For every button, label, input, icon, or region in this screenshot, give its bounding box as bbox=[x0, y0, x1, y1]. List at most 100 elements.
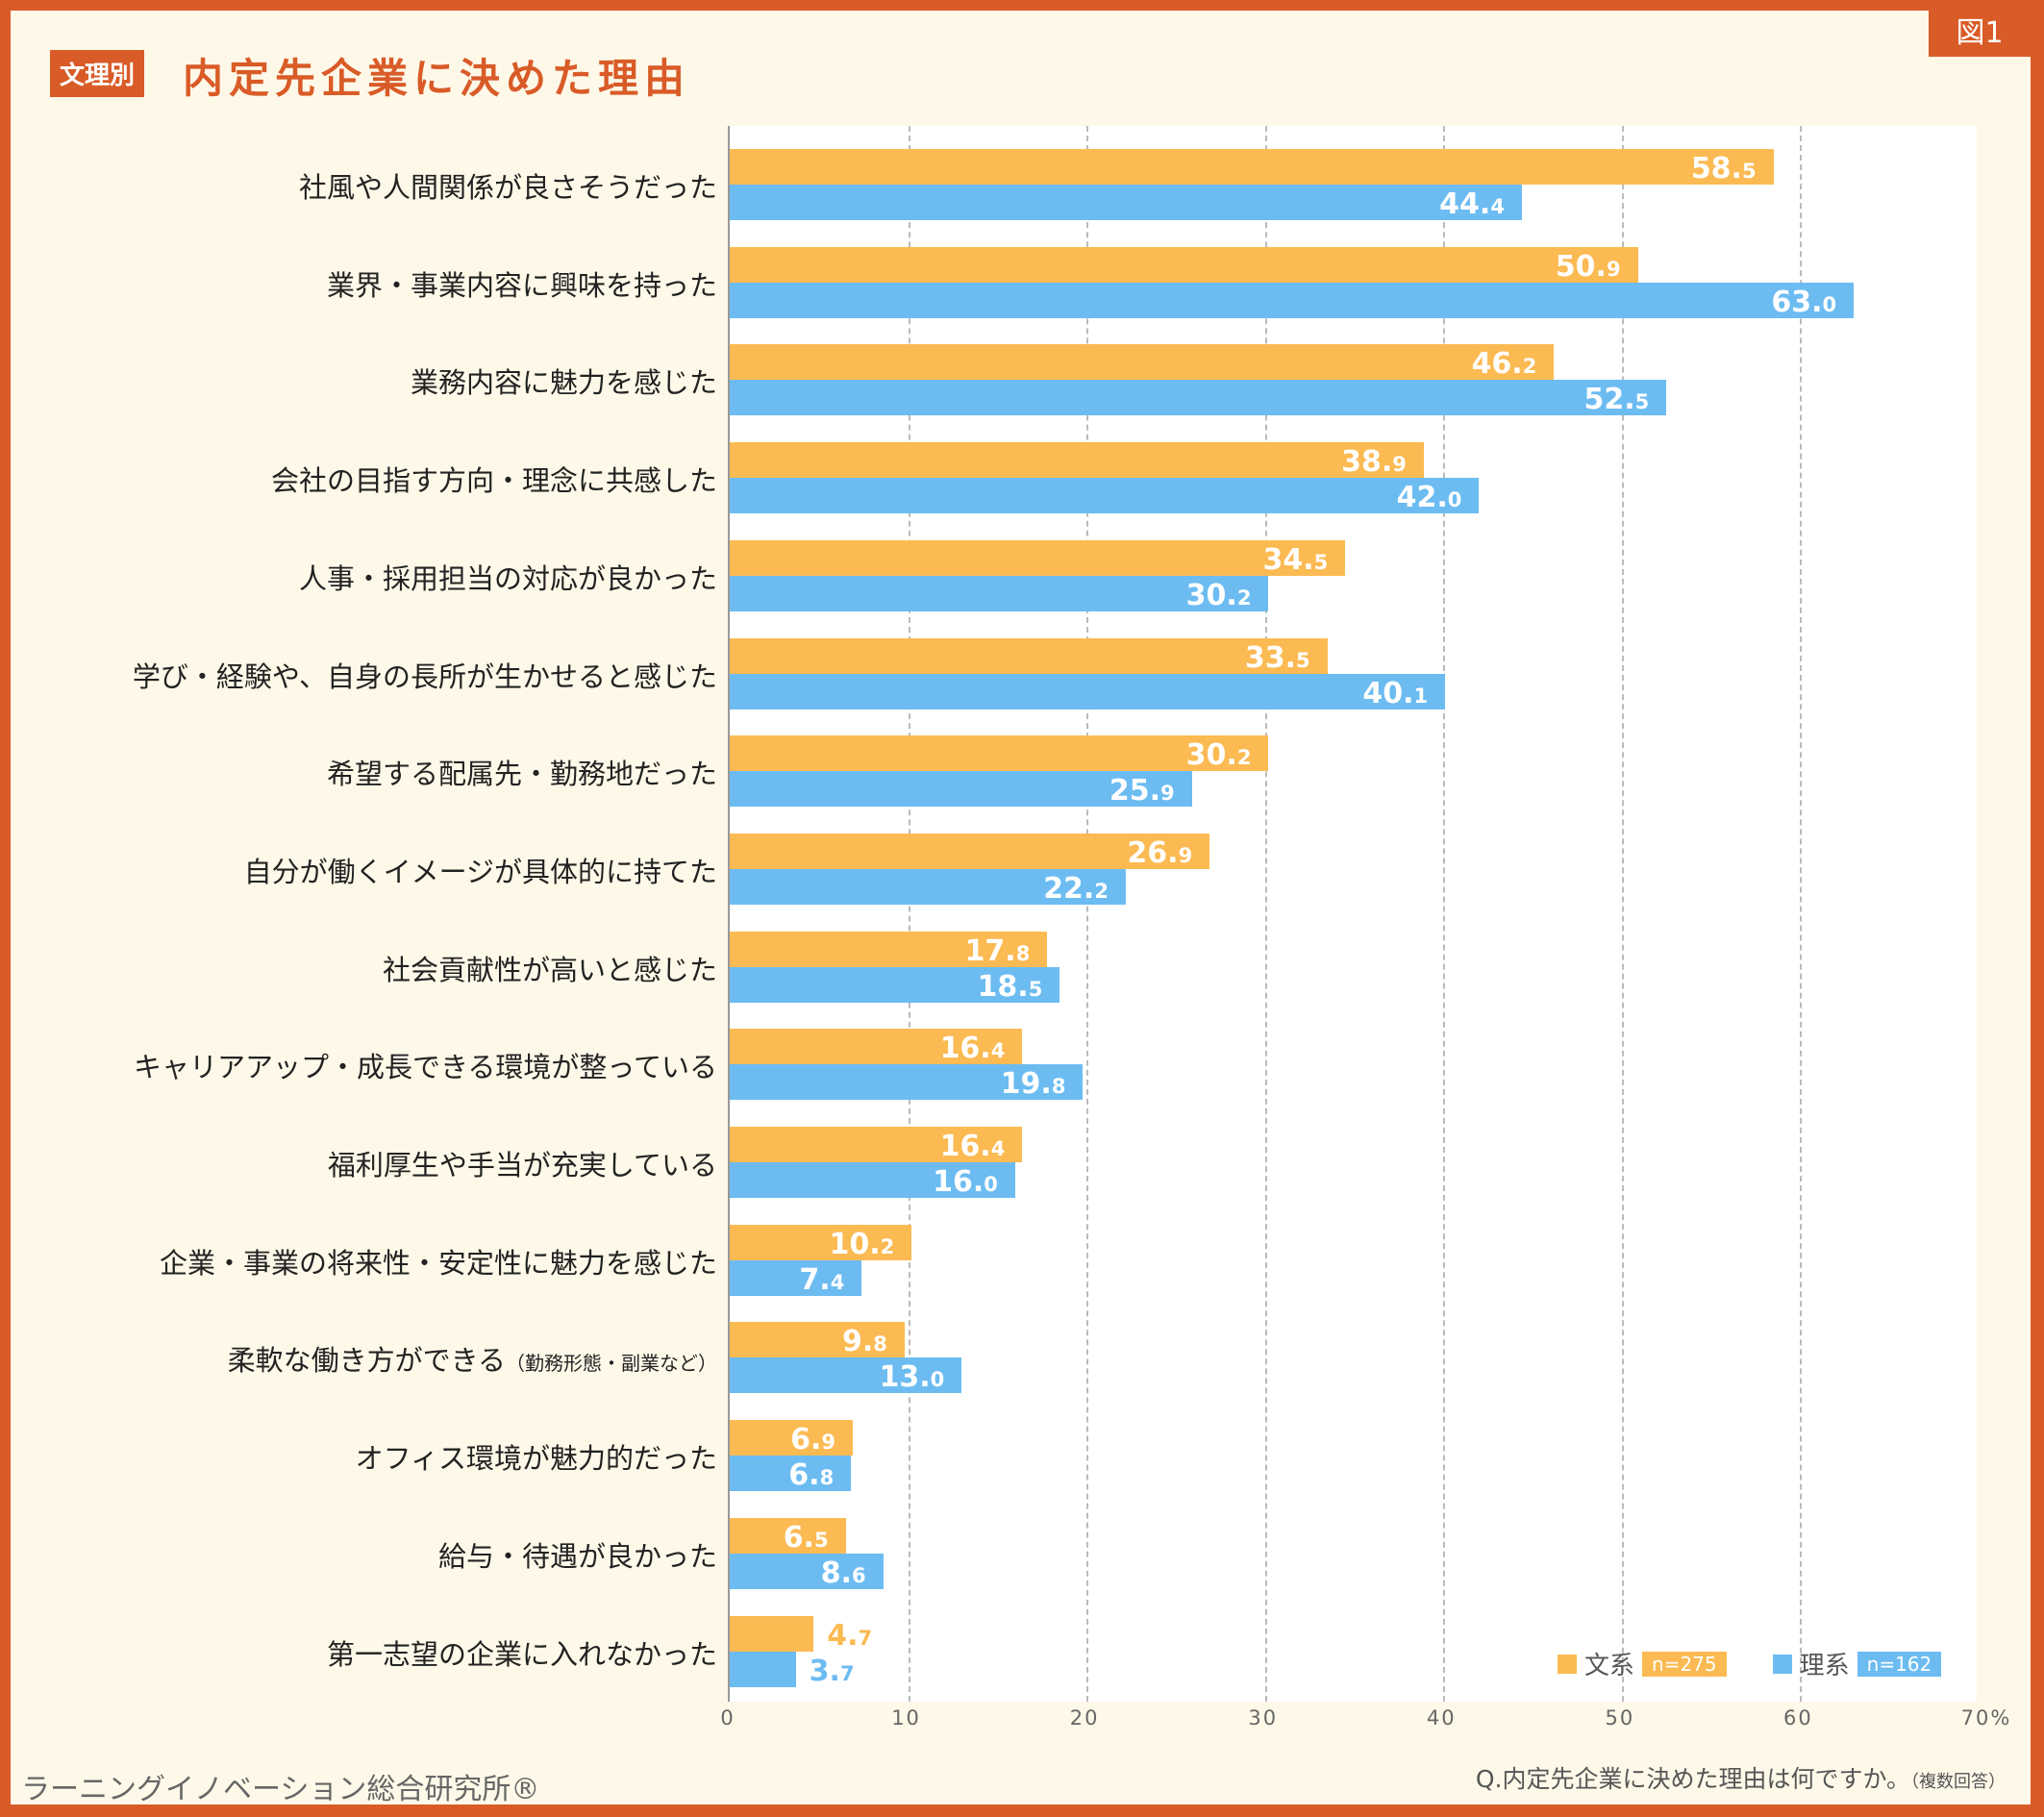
legend-swatch-rikei bbox=[1772, 1654, 1792, 1674]
category-label: 希望する配属先・勤務地だった bbox=[326, 758, 717, 791]
data-label: 10.2 bbox=[829, 1227, 895, 1261]
figure-label: 図1 bbox=[1929, 11, 2031, 57]
bar-rikei bbox=[730, 771, 1192, 808]
bar-rikei bbox=[730, 966, 1060, 1003]
data-label: 8.6 bbox=[820, 1556, 866, 1590]
bar-rikei bbox=[730, 1162, 1015, 1198]
category-label: 業界・事業内容に興味を持った bbox=[326, 268, 717, 302]
bar-rikei bbox=[730, 380, 1667, 416]
legend: 文系 n=275 理系 n=162 bbox=[1558, 1646, 1942, 1681]
plot-area: 58.5 44.4 50.9 63.0 46.2 52.5 38.9 42.0 34.5 30.2… bbox=[728, 126, 1977, 1702]
gridline bbox=[908, 126, 910, 1702]
data-label: 16.4 bbox=[939, 1032, 1006, 1066]
question: Q.内定先企業に決めた理由は何ですか。 bbox=[1475, 1765, 1910, 1793]
category-label: 第一志望の企業に入れなかった bbox=[326, 1637, 717, 1671]
x-tick-label: 60 bbox=[1783, 1706, 1813, 1730]
bar-bunkei bbox=[730, 246, 1638, 283]
bar-bunkei bbox=[730, 931, 1048, 967]
category-label: 会社の目指す方向・理念に共感した bbox=[270, 464, 717, 498]
data-label: 50.9 bbox=[1555, 249, 1621, 284]
data-label: 16.0 bbox=[933, 1165, 998, 1199]
bar-rikei bbox=[730, 1259, 862, 1296]
bar-rikei bbox=[730, 1651, 796, 1687]
x-tick-label: 0 bbox=[720, 1706, 735, 1730]
bar-bunkei bbox=[730, 1420, 854, 1456]
data-label: 6.9 bbox=[790, 1423, 836, 1457]
gridline bbox=[1264, 126, 1267, 1702]
bar-rikei bbox=[730, 868, 1126, 905]
x-tick-label: 40 bbox=[1426, 1706, 1457, 1730]
bar-rikei bbox=[730, 478, 1480, 514]
bar-bunkei bbox=[730, 833, 1210, 869]
category-label: 業務内容に魅力を感じた bbox=[410, 366, 717, 400]
legend-n-bunkei: n=275 bbox=[1642, 1651, 1727, 1677]
data-label: 18.5 bbox=[977, 969, 1043, 1004]
data-label: 44.4 bbox=[1439, 187, 1505, 221]
x-tick-label: 30 bbox=[1248, 1706, 1279, 1730]
data-label: 42.0 bbox=[1396, 481, 1462, 515]
bar-bunkei bbox=[730, 1224, 912, 1260]
data-label: 34.5 bbox=[1262, 542, 1329, 577]
data-label: 22.2 bbox=[1043, 871, 1109, 906]
data-label: 63.0 bbox=[1771, 285, 1837, 319]
bar-rikei bbox=[730, 1456, 852, 1492]
bar-rikei bbox=[730, 575, 1269, 611]
data-label: 52.5 bbox=[1583, 383, 1650, 417]
x-tick-label: 20 bbox=[1069, 1706, 1100, 1730]
data-label: 46.2 bbox=[1471, 347, 1537, 382]
category-label: 企業・事業の将来性・安定性に魅力を感じた bbox=[159, 1246, 717, 1280]
category-label: 給与・待遇が良かった bbox=[437, 1539, 717, 1573]
data-label: 4.7 bbox=[827, 1618, 873, 1653]
category-label: キャリアアップ・成長できる環境が整っている bbox=[134, 1051, 717, 1084]
bar-bunkei bbox=[730, 1029, 1023, 1065]
legend-n-rikei: n=162 bbox=[1857, 1651, 1942, 1677]
bar-rikei bbox=[730, 1553, 884, 1589]
data-label: 40.1 bbox=[1362, 676, 1429, 710]
data-label: 9.8 bbox=[841, 1325, 887, 1359]
legend-swatch-bunkei bbox=[1558, 1654, 1577, 1674]
bar-bunkei bbox=[730, 1615, 814, 1652]
bar-bunkei bbox=[730, 735, 1269, 772]
bar-bunkei bbox=[730, 539, 1346, 576]
bar-bunkei bbox=[730, 149, 1774, 185]
gridline bbox=[1800, 126, 1803, 1702]
category-label: 福利厚生や手当が充実している bbox=[327, 1149, 717, 1182]
data-label: 6.8 bbox=[788, 1458, 835, 1493]
bar-rikei bbox=[730, 282, 1855, 318]
data-label: 33.5 bbox=[1244, 640, 1310, 675]
data-label: 19.8 bbox=[1000, 1067, 1066, 1102]
category-label: オフィス環境が魅力的だった bbox=[355, 1442, 717, 1476]
category-label: 社風や人間関係が良さそうだった bbox=[298, 171, 717, 204]
data-label: 3.7 bbox=[809, 1654, 855, 1688]
bar-bunkei bbox=[730, 344, 1555, 381]
category-label: 学び・経験や、自身の長所が生かせると感じた bbox=[132, 660, 717, 693]
credit: ラーニングイノベーション総合研究所® bbox=[21, 1773, 540, 1806]
x-tick-label: 70% bbox=[1960, 1706, 2012, 1730]
bar-bunkei bbox=[730, 1127, 1023, 1162]
data-label: 25.9 bbox=[1109, 774, 1175, 809]
data-label: 6.5 bbox=[783, 1520, 829, 1555]
category-label: 柔軟な働き方ができる（勤務形態・副業など） bbox=[227, 1344, 717, 1378]
data-label: 7.4 bbox=[799, 1262, 845, 1297]
data-label: 17.8 bbox=[964, 933, 1031, 968]
x-tick-label: 10 bbox=[891, 1706, 921, 1730]
question-text: Q.内定先企業に決めた理由は何ですか。（複数回答） bbox=[1476, 1760, 2006, 1795]
legend-label-bunkei: 文系 bbox=[1584, 1652, 1635, 1680]
category-label: 人事・採用担当の対応が良かった bbox=[298, 561, 717, 595]
category-tag: 文理別 bbox=[50, 50, 145, 97]
bar-bunkei bbox=[730, 442, 1424, 479]
bar-rikei bbox=[730, 1357, 962, 1394]
question-note: （複数回答） bbox=[1910, 1772, 2006, 1792]
gridline bbox=[1443, 126, 1446, 1702]
category-label: 社会貢献性が高いと感じた bbox=[382, 953, 717, 986]
data-label: 30.2 bbox=[1185, 578, 1252, 612]
legend-label-rikei: 理系 bbox=[1799, 1652, 1850, 1680]
data-label: 38.9 bbox=[1341, 445, 1407, 480]
data-label: 58.5 bbox=[1690, 152, 1757, 186]
bar-rikei bbox=[730, 673, 1446, 709]
data-label: 13.0 bbox=[879, 1360, 945, 1395]
bar-bunkei bbox=[730, 1322, 905, 1358]
gridline bbox=[1621, 126, 1624, 1702]
category-label: 自分が働くイメージが具体的に持てた bbox=[243, 855, 717, 888]
gridline bbox=[1086, 126, 1089, 1702]
